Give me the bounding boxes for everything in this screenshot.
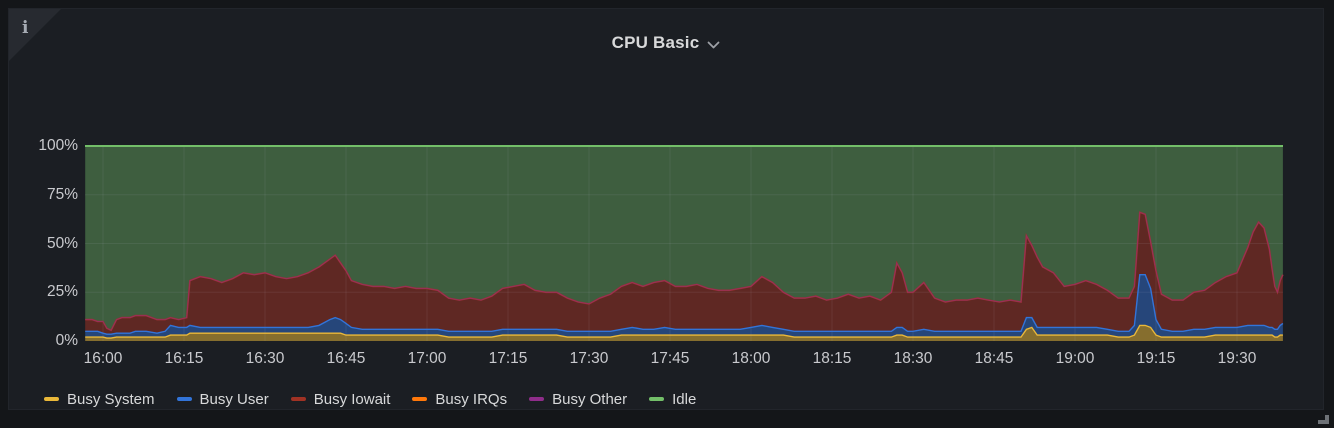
legend-label: Busy Other	[552, 390, 628, 408]
x-axis-label: 16:15	[164, 350, 204, 367]
x-axis-label: 17:30	[569, 350, 609, 367]
x-axis-label: 18:30	[893, 350, 933, 367]
legend-label: Busy System	[67, 390, 155, 408]
legend-label: Busy Iowait	[313, 390, 391, 408]
x-axis-label: 19:15	[1136, 350, 1176, 367]
legend-item-busy-system[interactable]: Busy System	[44, 391, 155, 408]
x-axis-label: 18:45	[974, 350, 1014, 367]
x-axis-label: 17:45	[650, 350, 690, 367]
panel-info-corner[interactable]	[9, 9, 61, 61]
x-axis-label: 17:00	[407, 350, 447, 367]
x-axis-label: 18:15	[812, 350, 852, 367]
legend-swatch	[412, 397, 428, 401]
y-axis-label: 75%	[46, 185, 78, 203]
resize-handle-icon[interactable]	[1318, 414, 1329, 424]
panel-title: CPU Basic	[611, 33, 700, 52]
x-axis-label: 16:00	[83, 350, 123, 367]
x-axis-label: 16:45	[326, 350, 366, 367]
legend-label: Idle	[672, 390, 697, 408]
legend-swatch	[529, 397, 545, 401]
x-axis-label: 18:00	[731, 350, 771, 367]
chevron-down-icon	[707, 41, 720, 48]
legend-item-busy-irqs[interactable]: Busy IRQs	[412, 391, 507, 408]
y-axis-label: 50%	[46, 234, 78, 252]
legend-item-idle[interactable]: Idle	[649, 391, 696, 408]
legend: Busy System Busy User Busy Iowait Busy IRQs…	[44, 388, 696, 410]
x-axis-label: 19:30	[1217, 350, 1257, 367]
legend-swatch	[290, 397, 306, 401]
legend-swatch	[176, 397, 192, 401]
legend-item-busy-user[interactable]: Busy User	[176, 390, 269, 408]
y-axis-label: 25%	[46, 283, 78, 301]
y-axis-label: 0%	[55, 332, 78, 349]
legend-item-busy-iowait[interactable]: Busy Iowait	[290, 390, 391, 408]
x-axis-label: 16:30	[245, 350, 285, 367]
x-axis-label: 19:00	[1055, 350, 1095, 367]
plot-area[interactable]	[85, 146, 1283, 341]
legend-item-busy-other[interactable]: Busy Other	[529, 391, 627, 408]
y-axis-label: 100%	[38, 137, 78, 154]
x-axis-label: 17:15	[488, 350, 528, 367]
panel-header-menu[interactable]: CPU Basic	[9, 33, 1323, 53]
legend-swatch	[649, 397, 665, 401]
cpu-basic-panel: i CPU Basic	[8, 8, 1324, 410]
legend-swatch	[44, 397, 59, 401]
legend-label: Busy IRQs	[435, 390, 508, 408]
legend-label: Busy User	[199, 390, 269, 408]
